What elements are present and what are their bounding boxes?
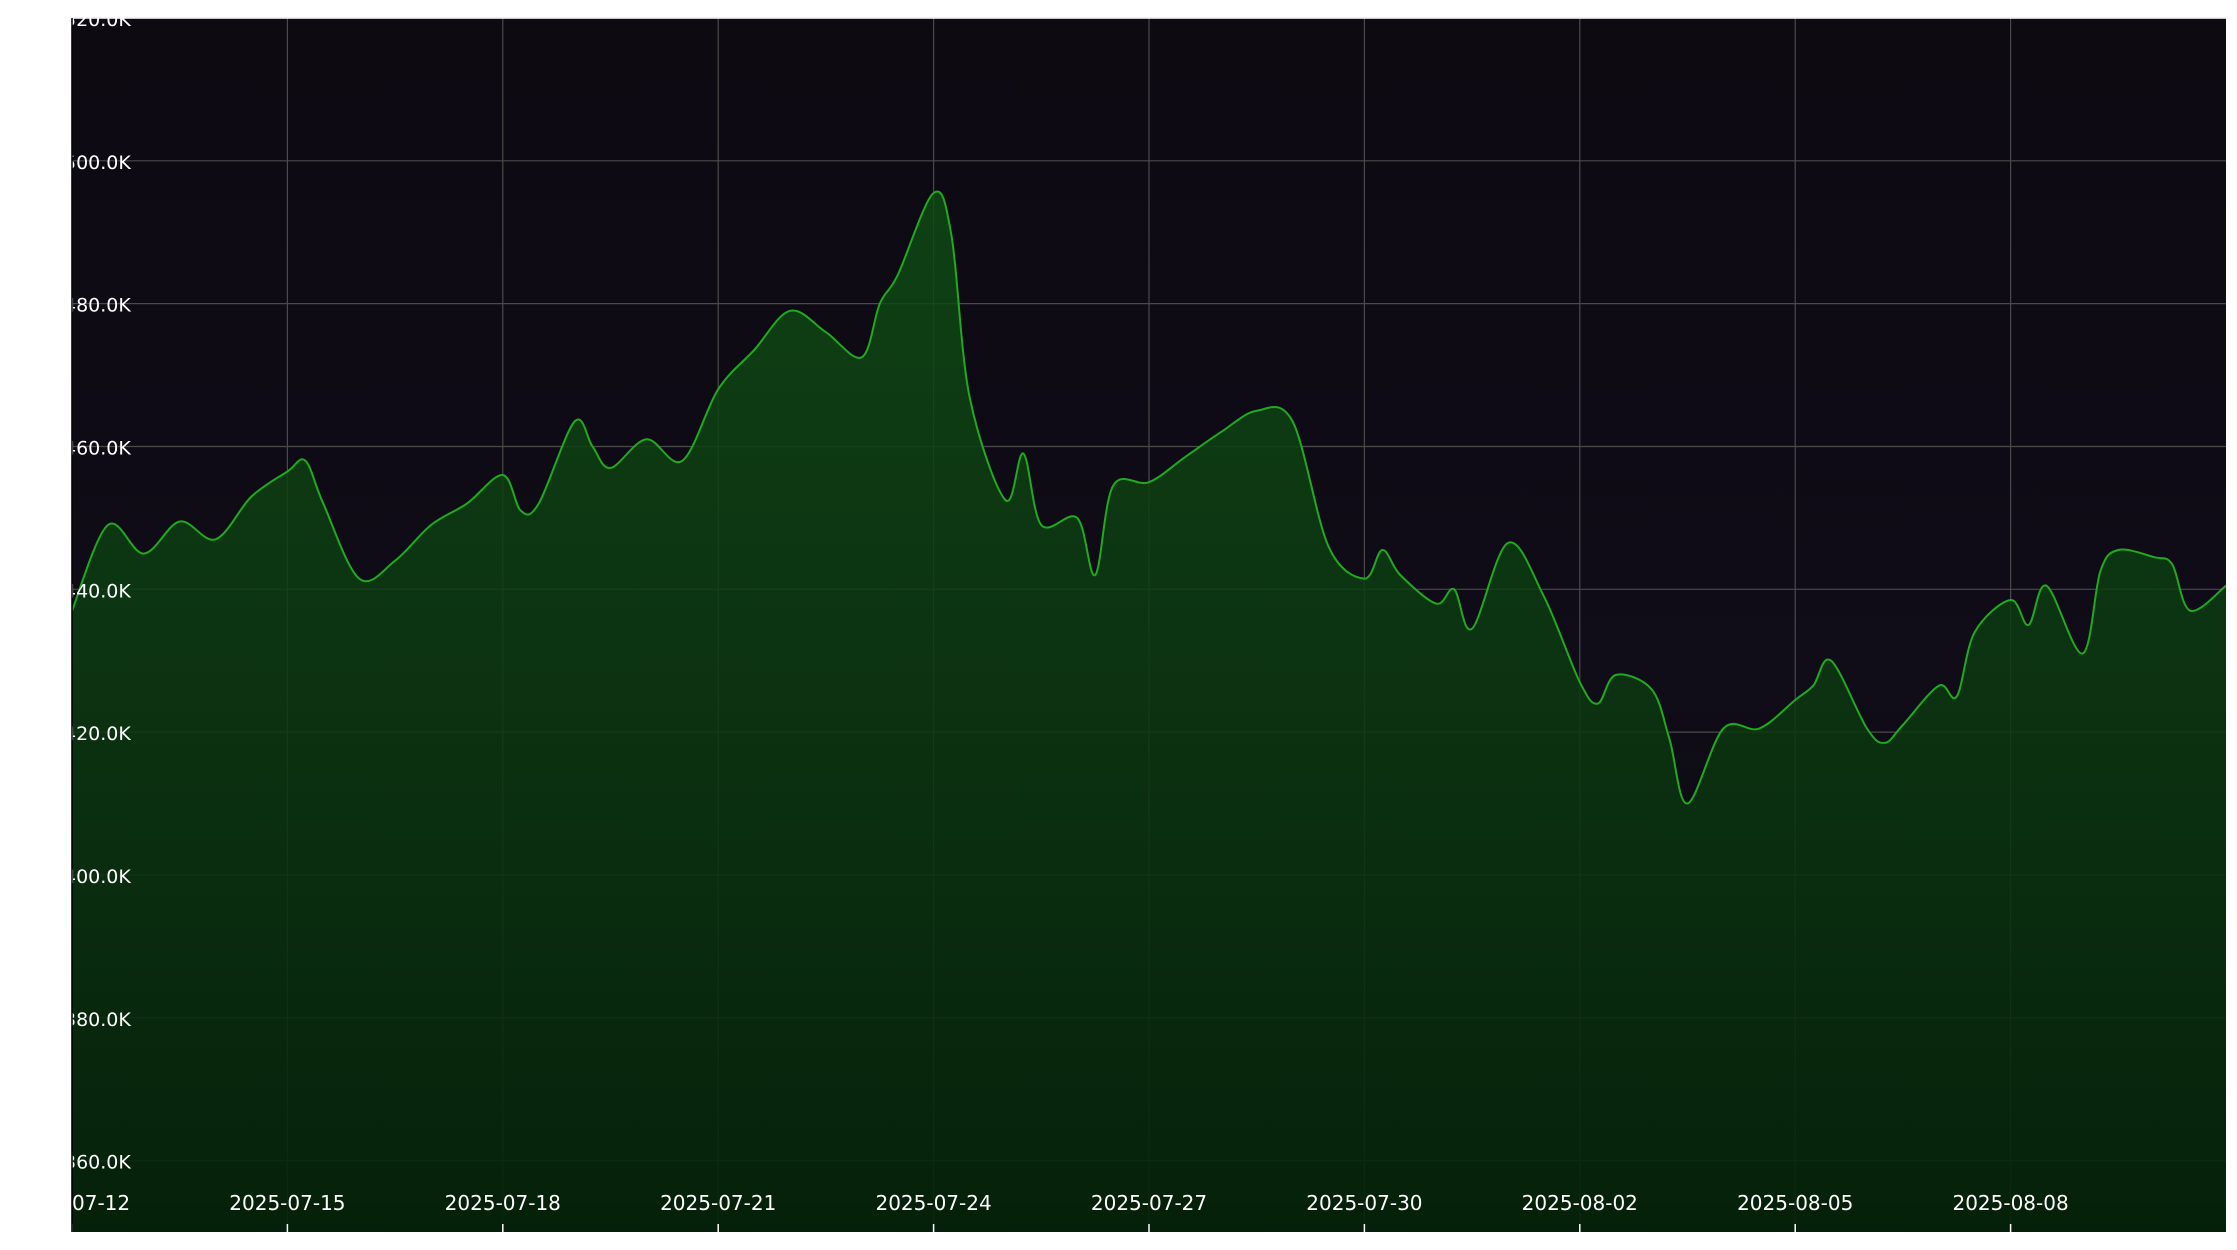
y-tick-label: 440.0K xyxy=(64,580,131,602)
y-tick-label: 480.0K xyxy=(64,295,131,317)
series-line xyxy=(72,190,2226,805)
y-tick-label: 360.0K xyxy=(64,1152,131,1174)
y-axis: 360.0K 380.0K 400.0K 420.0K 440.0K 460.0K 480.… xyxy=(64,9,131,1174)
x-tick-label: 2025-07-27 xyxy=(1091,1191,1207,1215)
x-tick-label: 2025-07-21 xyxy=(660,1191,776,1215)
series-area xyxy=(72,190,2226,1232)
x-tick-label: 2025-07-18 xyxy=(445,1191,561,1215)
x-tick-label: 07-12 xyxy=(72,1191,130,1215)
x-axis: 07-12 2025-07-15 2025-07-18 2025-07-21 2025-… xyxy=(71,1191,2069,1232)
x-tick-label: 2025-07-30 xyxy=(1306,1191,1422,1215)
x-tick-label: 2025-08-05 xyxy=(1737,1191,1853,1215)
y-tick-label: 460.0K xyxy=(64,437,131,459)
series-fill xyxy=(72,191,2226,1232)
x-tick-label: 2025-08-08 xyxy=(1952,1191,2068,1215)
y-tick-label: 520.0K xyxy=(64,9,131,31)
y-tick-label: 400.0K xyxy=(64,866,131,888)
x-tick-label: 2025-07-15 xyxy=(229,1191,345,1215)
y-tick-label: 500.0K xyxy=(64,152,131,174)
y-tick-label: 420.0K xyxy=(64,723,131,745)
x-tick-label: 2025-08-02 xyxy=(1522,1191,1638,1215)
x-tick-label: 2025-07-24 xyxy=(875,1191,991,1215)
y-tick-label: 380.0K xyxy=(64,1009,131,1031)
